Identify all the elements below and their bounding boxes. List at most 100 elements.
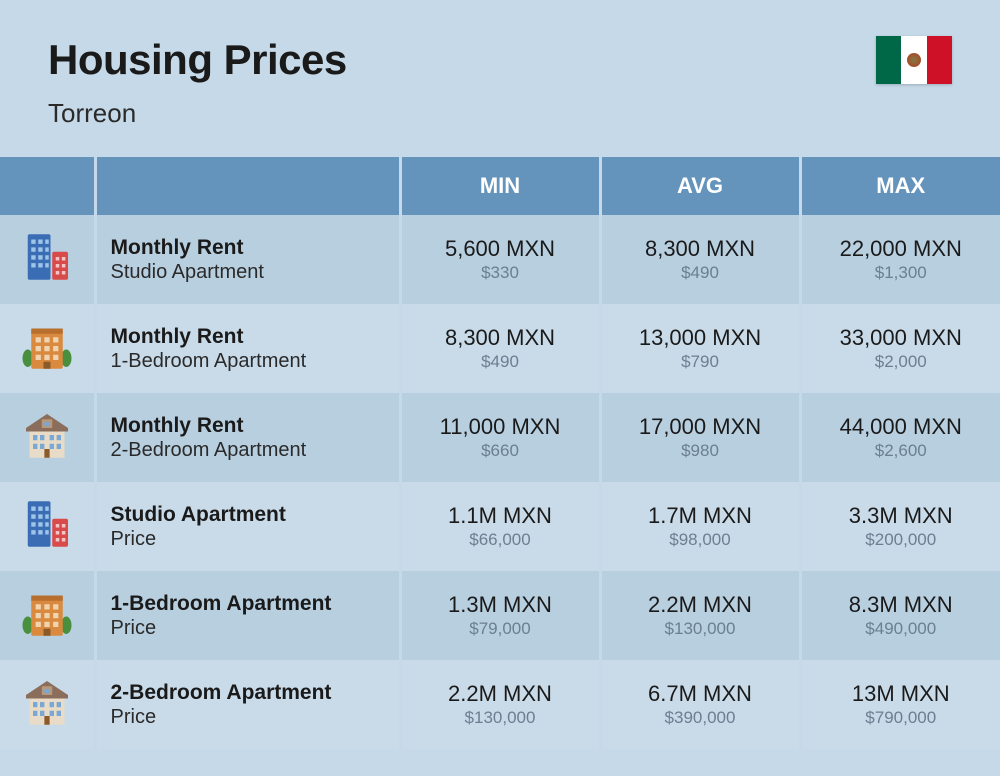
- mexico-flag-icon: [876, 36, 952, 84]
- header: Housing Prices Torreon: [0, 0, 1000, 157]
- row-label-main: 2-Bedroom Apartment: [111, 681, 399, 705]
- col-label: [95, 157, 400, 215]
- row-label-sub: Price: [111, 617, 399, 640]
- min-usd: $130,000: [402, 708, 599, 728]
- avg-usd: $980: [602, 441, 799, 461]
- max-value: 13M MXN: [802, 681, 1000, 707]
- col-min: MIN: [400, 157, 600, 215]
- avg-cell: 1.7M MXN$98,000: [600, 482, 800, 571]
- row-label-cell: 1-Bedroom ApartmentPrice: [95, 571, 400, 660]
- min-value: 1.3M MXN: [402, 592, 599, 618]
- pricing-table: MIN AVG MAX Monthly RentStudio Apartment…: [0, 157, 1000, 749]
- avg-value: 6.7M MXN: [602, 681, 799, 707]
- table-row: 2-Bedroom ApartmentPrice2.2M MXN$130,000…: [0, 660, 1000, 749]
- row-label-cell: 2-Bedroom ApartmentPrice: [95, 660, 400, 749]
- row-label-sub: Price: [111, 706, 399, 729]
- building-tall-icon: [19, 496, 75, 552]
- avg-cell: 8,300 MXN$490: [600, 215, 800, 304]
- row-icon-cell: [0, 393, 95, 482]
- max-value: 33,000 MXN: [802, 325, 1000, 351]
- min-usd: $490: [402, 352, 599, 372]
- min-usd: $66,000: [402, 530, 599, 550]
- min-cell: 1.1M MXN$66,000: [400, 482, 600, 571]
- min-value: 8,300 MXN: [402, 325, 599, 351]
- max-usd: $2,600: [802, 441, 1000, 461]
- avg-cell: 13,000 MXN$790: [600, 304, 800, 393]
- avg-usd: $98,000: [602, 530, 799, 550]
- min-cell: 2.2M MXN$130,000: [400, 660, 600, 749]
- table-row: Studio ApartmentPrice1.1M MXN$66,0001.7M…: [0, 482, 1000, 571]
- max-value: 22,000 MXN: [802, 236, 1000, 262]
- max-cell: 33,000 MXN$2,000: [800, 304, 1000, 393]
- min-cell: 5,600 MXN$330: [400, 215, 600, 304]
- max-cell: 22,000 MXN$1,300: [800, 215, 1000, 304]
- row-label-sub: 1-Bedroom Apartment: [111, 350, 399, 373]
- table-header-row: MIN AVG MAX: [0, 157, 1000, 215]
- row-icon-cell: [0, 215, 95, 304]
- min-value: 11,000 MXN: [402, 414, 599, 440]
- min-value: 2.2M MXN: [402, 681, 599, 707]
- building-mid-icon: [19, 318, 75, 374]
- min-cell: 1.3M MXN$79,000: [400, 571, 600, 660]
- row-label-main: Monthly Rent: [111, 236, 399, 260]
- row-label-cell: Monthly Rent2-Bedroom Apartment: [95, 393, 400, 482]
- table-row: Monthly Rent1-Bedroom Apartment8,300 MXN…: [0, 304, 1000, 393]
- row-icon-cell: [0, 304, 95, 393]
- row-label-cell: Studio ApartmentPrice: [95, 482, 400, 571]
- table-row: 1-Bedroom ApartmentPrice1.3M MXN$79,0002…: [0, 571, 1000, 660]
- row-label-sub: Price: [111, 528, 399, 551]
- max-value: 8.3M MXN: [802, 592, 1000, 618]
- min-usd: $660: [402, 441, 599, 461]
- avg-usd: $790: [602, 352, 799, 372]
- avg-usd: $390,000: [602, 708, 799, 728]
- avg-cell: 2.2M MXN$130,000: [600, 571, 800, 660]
- row-label-main: Monthly Rent: [111, 414, 399, 438]
- min-usd: $330: [402, 263, 599, 283]
- page-title: Housing Prices: [48, 36, 952, 84]
- max-usd: $200,000: [802, 530, 1000, 550]
- table-row: Monthly RentStudio Apartment5,600 MXN$33…: [0, 215, 1000, 304]
- row-label-sub: 2-Bedroom Apartment: [111, 439, 399, 462]
- table-row: Monthly Rent2-Bedroom Apartment11,000 MX…: [0, 393, 1000, 482]
- row-label-sub: Studio Apartment: [111, 261, 399, 284]
- row-label-main: 1-Bedroom Apartment: [111, 592, 399, 616]
- max-usd: $790,000: [802, 708, 1000, 728]
- avg-value: 8,300 MXN: [602, 236, 799, 262]
- row-label-main: Monthly Rent: [111, 325, 399, 349]
- avg-value: 13,000 MXN: [602, 325, 799, 351]
- row-icon-cell: [0, 660, 95, 749]
- row-label-cell: Monthly RentStudio Apartment: [95, 215, 400, 304]
- max-usd: $490,000: [802, 619, 1000, 639]
- avg-value: 2.2M MXN: [602, 592, 799, 618]
- max-cell: 13M MXN$790,000: [800, 660, 1000, 749]
- building-tall-icon: [19, 229, 75, 285]
- max-value: 3.3M MXN: [802, 503, 1000, 529]
- avg-value: 17,000 MXN: [602, 414, 799, 440]
- row-icon-cell: [0, 482, 95, 571]
- avg-cell: 17,000 MXN$980: [600, 393, 800, 482]
- min-value: 5,600 MXN: [402, 236, 599, 262]
- max-cell: 8.3M MXN$490,000: [800, 571, 1000, 660]
- max-cell: 44,000 MXN$2,600: [800, 393, 1000, 482]
- avg-usd: $490: [602, 263, 799, 283]
- avg-usd: $130,000: [602, 619, 799, 639]
- avg-cell: 6.7M MXN$390,000: [600, 660, 800, 749]
- col-max: MAX: [800, 157, 1000, 215]
- min-usd: $79,000: [402, 619, 599, 639]
- row-label-main: Studio Apartment: [111, 503, 399, 527]
- min-value: 1.1M MXN: [402, 503, 599, 529]
- building-mid-icon: [19, 585, 75, 641]
- min-cell: 8,300 MXN$490: [400, 304, 600, 393]
- col-icon: [0, 157, 95, 215]
- max-value: 44,000 MXN: [802, 414, 1000, 440]
- col-avg: AVG: [600, 157, 800, 215]
- min-cell: 11,000 MXN$660: [400, 393, 600, 482]
- city-name: Torreon: [48, 98, 952, 129]
- house-icon: [19, 674, 75, 730]
- row-label-cell: Monthly Rent1-Bedroom Apartment: [95, 304, 400, 393]
- house-icon: [19, 407, 75, 463]
- max-usd: $1,300: [802, 263, 1000, 283]
- max-usd: $2,000: [802, 352, 1000, 372]
- avg-value: 1.7M MXN: [602, 503, 799, 529]
- row-icon-cell: [0, 571, 95, 660]
